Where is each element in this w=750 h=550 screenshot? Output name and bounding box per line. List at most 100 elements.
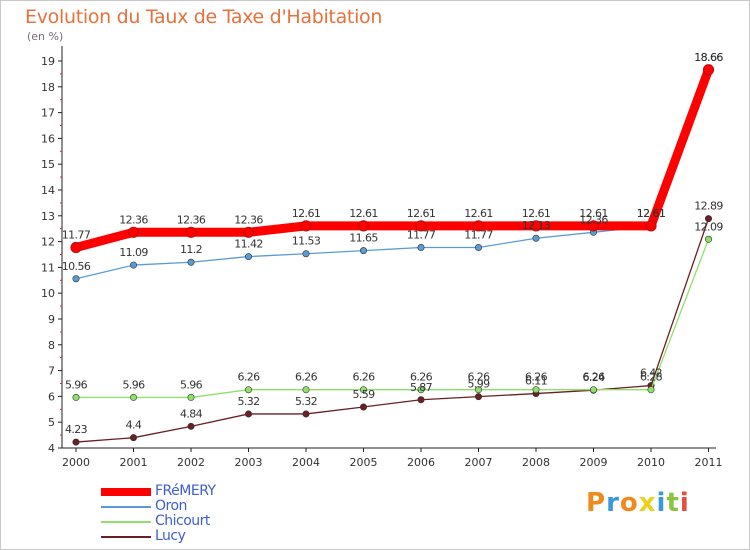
- data-label-Oron: 11.09: [119, 246, 148, 259]
- data-point-FRéMERY: [127, 226, 140, 238]
- data-label-Lucy: 5.32: [237, 395, 259, 408]
- data-point-FRéMERY: [70, 241, 82, 254]
- y-tick-label: 4: [48, 442, 55, 455]
- data-label-Lucy: 4.84: [180, 407, 203, 420]
- chart-unit-label: (en %): [27, 30, 64, 43]
- legend-label: Chicourt: [155, 513, 210, 529]
- y-tick-label: 18: [41, 81, 55, 94]
- data-point-Oron: [245, 253, 253, 261]
- data-point-Lucy: [417, 396, 425, 404]
- data-label-Lucy: 6.11: [525, 375, 547, 388]
- y-tick-label: 12: [41, 236, 55, 249]
- legend-label: FRéMERY: [155, 483, 216, 499]
- data-point-Oron: [474, 244, 482, 252]
- data-point-Chicourt: [474, 386, 482, 394]
- x-tick-label: 2009: [580, 456, 608, 469]
- y-tick-label: 11: [41, 261, 55, 274]
- data-point-Lucy: [187, 422, 195, 430]
- data-point-Chicourt: [647, 386, 655, 394]
- data-point-FRéMERY: [415, 220, 427, 232]
- data-label-FRéMERY: 11.77: [62, 229, 91, 242]
- data-point-Chicourt: [359, 386, 367, 394]
- x-tick-label: 2008: [522, 456, 550, 469]
- data-label-Chicourt: 6.28: [640, 371, 663, 384]
- data-label-Chicourt: 5.96: [65, 378, 88, 391]
- data-label-FRéMERY: 12.36: [119, 213, 148, 226]
- data-label-Oron: 18.66: [694, 51, 723, 64]
- data-label-Oron: 11.77: [464, 229, 493, 242]
- data-point-Oron: [417, 244, 425, 252]
- x-tick-label: 2001: [120, 456, 148, 469]
- data-label-Oron: 11.65: [349, 232, 378, 245]
- data-label-Lucy: 6.42: [640, 367, 662, 380]
- data-point-Lucy: [704, 215, 712, 223]
- y-tick-label: 9: [48, 313, 55, 326]
- data-label-FRéMERY: 12.36: [177, 213, 206, 226]
- data-point-FRéMERY: [702, 64, 715, 76]
- legend-swatch: [101, 506, 151, 508]
- proxiti-logo: Proxiti: [586, 488, 690, 518]
- legend-label: Oron: [155, 498, 187, 514]
- data-label-FRéMERY: 12.61: [292, 207, 321, 220]
- data-point-Chicourt: [130, 393, 138, 401]
- data-point-FRéMERY: [645, 220, 657, 232]
- data-label-FRéMERY: 12.61: [407, 207, 436, 220]
- data-label-FRéMERY: 12.61: [522, 207, 551, 220]
- data-point-Chicourt: [245, 386, 253, 394]
- series-line-Oron: [75, 69, 710, 280]
- data-label-Chicourt: 6.26: [582, 371, 605, 384]
- data-label-Lucy: 5.59: [352, 388, 375, 401]
- data-point-Lucy: [72, 438, 80, 446]
- x-tick-label: 2005: [350, 456, 378, 469]
- data-point-Oron: [187, 258, 195, 266]
- legend-label: Lucy: [155, 528, 186, 544]
- data-point-Oron: [532, 234, 540, 242]
- data-label-FRéMERY: 12.61: [637, 207, 666, 220]
- series-line-Lucy: [75, 217, 710, 443]
- legend-swatch: [101, 536, 151, 538]
- data-label-FRéMERY: 12.36: [234, 213, 263, 226]
- data-label-FRéMERY: 12.61: [349, 207, 378, 220]
- data-label-Chicourt: 6.26: [467, 371, 490, 384]
- data-point-FRéMERY: [472, 220, 485, 232]
- data-label-Lucy: 4.4: [126, 419, 142, 432]
- y-tick-label: 8: [48, 339, 55, 352]
- x-tick-label: 2000: [62, 456, 90, 469]
- data-label-Chicourt: 6.26: [352, 371, 375, 384]
- data-point-Oron: [302, 250, 310, 258]
- data-point-Chicourt: [72, 393, 80, 401]
- data-point-FRéMERY: [357, 220, 370, 232]
- data-label-Chicourt: 6.26: [525, 371, 548, 384]
- data-point-FRéMERY: [300, 220, 312, 232]
- data-label-FRéMERY: 12.61: [579, 207, 608, 220]
- data-point-Lucy: [359, 403, 367, 411]
- data-point-Oron: [130, 261, 138, 269]
- data-label-Oron: 12.13: [522, 219, 551, 232]
- data-label-Oron: 11.53: [292, 235, 321, 248]
- data-label-Chicourt: 6.26: [237, 371, 260, 384]
- data-label-FRéMERY: 18.66: [694, 51, 723, 64]
- series-line-Chicourt: [75, 238, 710, 399]
- data-point-Oron: [72, 275, 80, 283]
- data-point-Lucy: [245, 410, 253, 418]
- data-label-Lucy: 6.24: [582, 371, 605, 384]
- data-label-Oron: 11.77: [407, 229, 436, 242]
- data-point-FRéMERY: [587, 220, 600, 232]
- data-label-Chicourt: 5.96: [180, 378, 203, 391]
- legend-swatch: [101, 488, 151, 496]
- data-label-Oron: 11.42: [234, 238, 263, 251]
- data-point-Chicourt: [532, 386, 540, 394]
- x-tick-label: 2006: [407, 456, 435, 469]
- data-label-FRéMERY: 12.61: [464, 207, 493, 220]
- data-point-Lucy: [130, 434, 138, 442]
- data-label-Chicourt: 6.26: [295, 371, 318, 384]
- data-label-Chicourt: 5.96: [122, 378, 145, 391]
- y-tick-label: 6: [48, 390, 55, 403]
- y-tick-label: 19: [41, 55, 55, 68]
- data-label-Chicourt: 12.09: [694, 220, 723, 233]
- y-tick-label: 7: [48, 365, 55, 378]
- x-tick-label: 2003: [235, 456, 263, 469]
- data-label-Oron: 11.2: [180, 243, 202, 256]
